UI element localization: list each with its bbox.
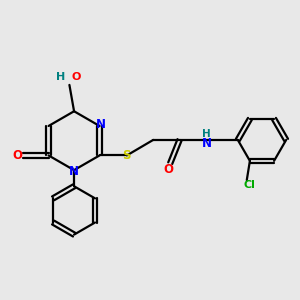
Text: O: O — [164, 163, 174, 176]
Text: H: H — [202, 129, 211, 139]
Text: O: O — [13, 149, 22, 162]
Text: N: N — [69, 165, 79, 178]
Text: Cl: Cl — [244, 180, 256, 190]
Text: O: O — [71, 72, 81, 82]
Text: N: N — [96, 118, 106, 131]
Text: H: H — [56, 72, 65, 82]
Text: S: S — [123, 149, 131, 162]
Text: N: N — [202, 137, 212, 150]
